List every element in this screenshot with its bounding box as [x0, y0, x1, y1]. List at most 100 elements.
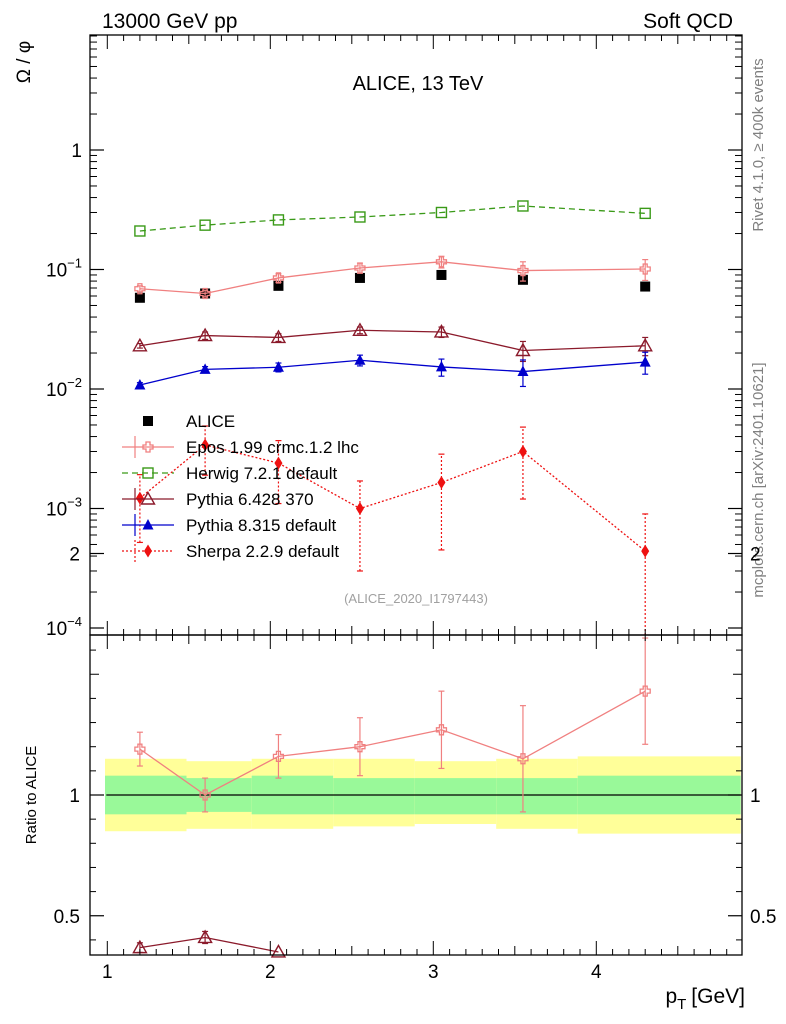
ratio-series-0-point-shape — [435, 724, 448, 736]
series-3-point — [270, 329, 287, 344]
x-tick-label: 1 — [102, 962, 113, 983]
legend-marker-1 — [142, 441, 154, 453]
series-1-point — [517, 264, 529, 277]
series-5-point — [518, 444, 527, 458]
ratio-series-0-point — [435, 724, 448, 736]
series-2-point — [272, 214, 285, 226]
header-left: 13000 GeV pp — [102, 10, 237, 33]
x-axis-label-unit: [GeV] — [691, 985, 745, 1008]
series-0-point — [134, 292, 145, 303]
series-1-point — [639, 263, 651, 275]
series-0-point — [273, 280, 284, 291]
series-1-point-shape — [639, 263, 651, 275]
ratio-series-0-point-shape — [199, 789, 211, 801]
ratio-series-0-point-shape — [517, 753, 529, 765]
main-y-tick-exponent: −4 — [67, 614, 82, 629]
main-y-tick-label: 1 — [71, 141, 82, 162]
main-y-tick-base: 10 — [46, 261, 67, 282]
series-1-point-shape — [517, 264, 529, 277]
main-y-tick-base: 1 — [71, 141, 82, 162]
ratio-series-0-point — [272, 750, 285, 763]
legend-label-4: Pythia 8.315 default — [186, 516, 337, 535]
series-5-point — [201, 438, 210, 452]
series-2-line — [139, 205, 646, 232]
legend-entry-2: Herwig 7.2.1 default — [122, 464, 337, 483]
series-0-point — [436, 269, 447, 280]
series-1-point — [354, 262, 366, 274]
main-y-tick-label: 10−2 — [46, 375, 82, 401]
ratio-y-tick-label: 1 — [69, 786, 80, 807]
series-4-point — [639, 356, 651, 367]
series-4-line — [139, 359, 646, 386]
main-y-tick-base: 10 — [46, 619, 67, 640]
ratio-y-tick-label-right: 0.5 — [750, 907, 776, 928]
legend-entry-0: ALICE — [143, 412, 235, 431]
main-y-tick-exponent: −1 — [67, 256, 82, 271]
series-1-point-shape — [435, 256, 448, 268]
series-5 — [135, 425, 650, 635]
legend-label-3: Pythia 6.428 370 — [186, 490, 314, 509]
ratio-series-0-point — [517, 753, 529, 765]
series-0 — [134, 269, 651, 303]
series-1 — [134, 255, 651, 300]
series-1-point — [435, 256, 448, 268]
series-5-point — [274, 456, 283, 470]
main-y-tick-label: 10−3 — [46, 495, 82, 521]
x-tick-label: 2 — [265, 962, 276, 983]
main-y-tick-exponent: −2 — [67, 375, 82, 390]
legend-label-2: Herwig 7.2.1 default — [186, 464, 337, 483]
ratio-band-inner — [414, 778, 497, 815]
legend-marker-5 — [144, 544, 152, 558]
legend-marker-3 — [140, 491, 156, 505]
series-3-point — [515, 342, 531, 357]
x-tick-label: 4 — [591, 962, 602, 983]
series-1-point-shape — [134, 283, 146, 295]
series-1-point-shape — [199, 287, 211, 300]
series-2-point — [517, 200, 529, 212]
main-plot-area — [132, 200, 653, 635]
ratio-series-1-point — [197, 929, 213, 944]
ratio-series-0-point — [639, 685, 651, 697]
series-5-point — [437, 476, 446, 490]
series-1-point — [199, 287, 211, 300]
main-axes: 10−410−310−210−11 — [46, 35, 742, 640]
ratio-y-tick-label-right: 1 — [750, 786, 761, 807]
series-4-point — [435, 360, 447, 372]
series-3-point — [637, 337, 653, 352]
legend-entry-1: Epos 1.99 crmc.1.2 lhc — [122, 436, 359, 458]
series-0-point — [640, 281, 651, 292]
legend-label-5: Sherpa 2.2.9 default — [186, 542, 339, 561]
ratio-series-0-point-shape — [272, 750, 285, 763]
ratio-series-0-point — [354, 741, 366, 753]
ratio-plot-area — [105, 637, 741, 958]
legend-entry-4: Pythia 8.315 default — [122, 514, 337, 536]
series-1-point — [134, 283, 146, 295]
series-3-point — [352, 322, 368, 336]
series-1-line — [139, 261, 646, 295]
series-4-point — [517, 365, 529, 377]
legend-entry-3: Pythia 6.428 370 — [122, 488, 314, 510]
ratio-series-0-point-shape — [134, 743, 146, 755]
ratio-band-inner — [496, 778, 578, 815]
mcplots-label: mcplots.cern.ch [arXiv:2401.10621] — [750, 362, 767, 597]
x-tick-label: 3 — [428, 962, 439, 983]
main-y-tick-base: 10 — [46, 380, 67, 401]
ratio-y-label: Ratio to ALICE — [23, 746, 40, 844]
ratio-series-0-point — [134, 743, 146, 755]
series-0-point — [354, 272, 365, 283]
series-2 — [134, 200, 651, 237]
series-1-point-shape — [272, 272, 285, 284]
series-3-point — [132, 337, 148, 352]
series-2-point — [354, 211, 366, 223]
series-3 — [132, 322, 653, 363]
series-4-point — [199, 363, 211, 374]
legend-marker-1-shape — [142, 441, 154, 453]
ratio-panel: 0.5 0.5 1 1 2 2 1 2 3 4 Ratio to ALICE pT [GeV] — [23, 545, 776, 1014]
ratio-series-0-point-shape — [354, 741, 366, 753]
main-y-label: Ω / φ — [14, 41, 35, 83]
series-3-point — [197, 327, 213, 342]
ratio-series-1-point — [270, 944, 287, 958]
ratio-y-tick-label: 2 — [69, 545, 80, 566]
legend-marker-4 — [142, 519, 154, 530]
